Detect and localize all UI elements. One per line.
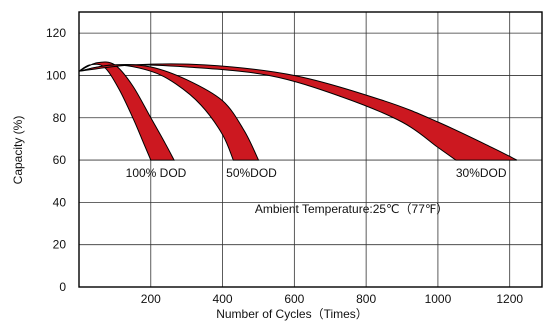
- y-tick-label: 60: [53, 153, 67, 167]
- x-tick-label: 400: [213, 292, 233, 306]
- annotation-label: 50%DOD: [226, 166, 277, 180]
- series-area-3: [78, 63, 518, 161]
- x-axis-ticks: 200 400 600 800 1000 1200: [141, 292, 524, 306]
- series-area-1: [78, 61, 175, 161]
- annotation-label: 100% DOD: [126, 166, 187, 180]
- y-tick-label: 40: [53, 195, 67, 209]
- annotation-label: 30%DOD: [456, 166, 507, 180]
- y-tick-label: 0: [59, 280, 66, 294]
- series-areas: [78, 61, 518, 161]
- y-axis-ticks: 0 20 40 60 80 100 120: [46, 26, 66, 294]
- x-tick-label: 1000: [425, 292, 452, 306]
- annotations: 100% DOD 50%DOD 30%DOD Ambient Temperature:…: [126, 166, 507, 216]
- x-tick-label: 600: [284, 292, 304, 306]
- y-axis-title: Capacity (%): [11, 116, 25, 185]
- series-area-2: [78, 64, 260, 161]
- x-tick-label: 1200: [496, 292, 523, 306]
- y-tick-label: 100: [46, 68, 66, 82]
- y-tick-label: 120: [46, 26, 66, 40]
- annotation-label: Ambient Temperature:25℃（77℉）: [255, 202, 448, 216]
- x-tick-label: 200: [141, 292, 161, 306]
- x-tick-label: 800: [356, 292, 376, 306]
- plot-frame: [78, 11, 543, 288]
- y-tick-label: 80: [53, 111, 67, 125]
- y-tick-label: 20: [53, 238, 67, 252]
- x-axis-title: Number of Cycles（Times）: [216, 307, 368, 321]
